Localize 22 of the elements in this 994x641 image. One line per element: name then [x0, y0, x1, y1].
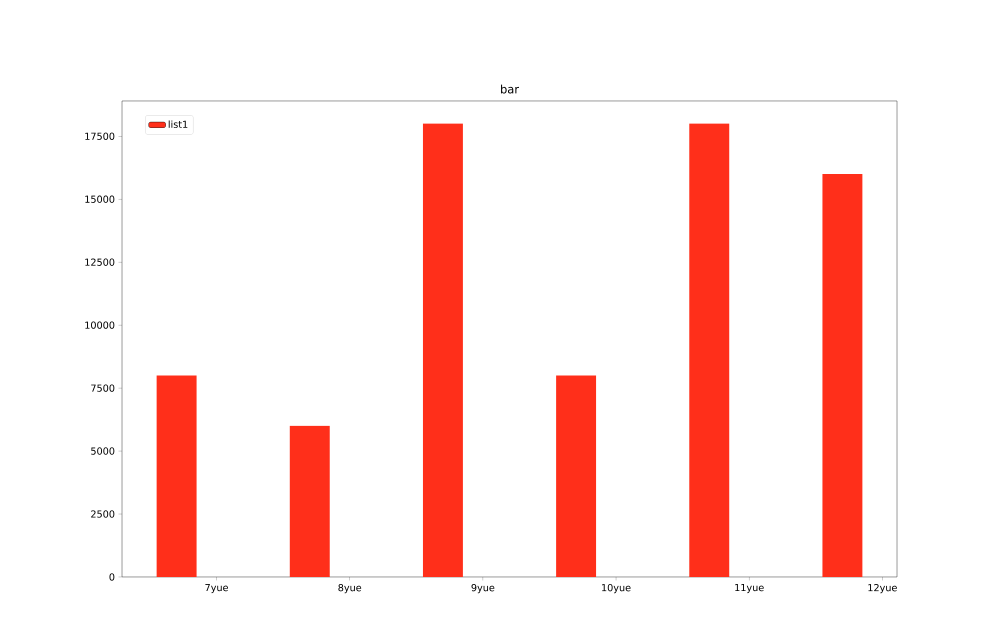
y-tick-label: 7500: [91, 384, 114, 392]
x-tick-label: 11yue: [735, 584, 764, 594]
bar: [556, 376, 596, 577]
y-tick-label: 17500: [85, 132, 114, 140]
x-tick-label: 8yue: [338, 584, 362, 594]
legend-label: list1: [168, 120, 188, 128]
y-tick-label: 12500: [85, 258, 114, 266]
y-tick-label: 10000: [85, 321, 114, 329]
bar: [822, 174, 862, 577]
x-tick-label: 9yue: [472, 584, 494, 594]
bar: [290, 426, 330, 577]
chart-title: bar: [501, 84, 520, 94]
x-tick-label: 12yue: [868, 584, 897, 594]
y-tick-label: 2500: [91, 510, 114, 518]
y-tick-label: 15000: [85, 196, 114, 203]
bar: [689, 124, 730, 577]
y-tick-label: 0: [109, 573, 114, 581]
bar: [156, 376, 197, 577]
x-tick-label: 7yue: [205, 584, 228, 594]
x-tick-label: 10yue: [602, 584, 631, 594]
y-tick-label: 5000: [91, 447, 114, 455]
bar: [422, 124, 463, 577]
